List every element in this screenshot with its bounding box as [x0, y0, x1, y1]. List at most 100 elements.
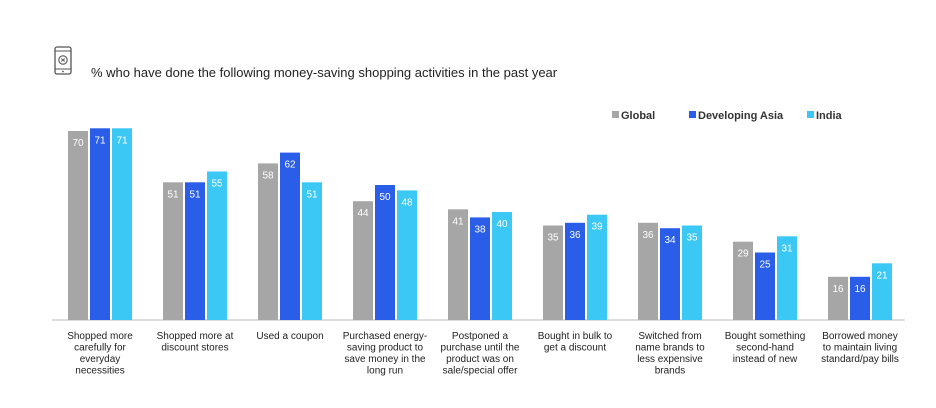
- bar-value-label: 58: [262, 170, 274, 181]
- category-label-line: Shopped more at: [157, 331, 234, 342]
- bar: [112, 128, 132, 320]
- category-label-line: product was on: [446, 354, 514, 365]
- bar: [353, 201, 373, 320]
- category-label: Shopped more carefully for everyday necessi…: [67, 331, 133, 377]
- category-label-line: purchase until the: [441, 343, 520, 354]
- chart-title: % who have done the following money-savi…: [91, 65, 558, 80]
- bar: [733, 241, 753, 320]
- bar: [872, 263, 892, 320]
- category-label-line: to maintain living: [823, 343, 897, 354]
- bar: [850, 276, 870, 320]
- category-label: Used a coupon: [256, 331, 323, 342]
- bar: [302, 182, 322, 320]
- category-label-line: get a discount: [544, 343, 606, 354]
- bar-value-label: 25: [759, 260, 771, 271]
- category-label-line: Purchased energy-: [343, 331, 428, 342]
- category-label-line: Postponed a: [452, 331, 509, 342]
- bar: [565, 222, 585, 320]
- bar: [587, 214, 607, 320]
- category-label-line: Borrowed money: [822, 331, 898, 342]
- category-label-line: long run: [367, 366, 403, 377]
- bar: [375, 185, 395, 320]
- bar: [448, 209, 468, 320]
- category-label-line: Bought something: [725, 331, 806, 342]
- category-label-line: Shopped more: [67, 331, 133, 342]
- category-label-line: second-hand: [736, 343, 794, 354]
- bar-value-label: 71: [94, 135, 106, 146]
- bar: [492, 212, 512, 320]
- bar: [68, 131, 88, 320]
- bar-value-label: 39: [591, 222, 603, 233]
- bar: [185, 182, 205, 320]
- bar-value-label: 36: [642, 230, 654, 241]
- bar: [207, 171, 227, 320]
- category-label-line: name brands to: [635, 343, 705, 354]
- bars: 70 71 71 51 51 55 58 62 51 44 50 48 41 38 40 35 36 39 36 34…: [68, 128, 892, 320]
- category-label-line: save money in the: [344, 354, 426, 365]
- legend-swatch: [689, 111, 696, 118]
- bar: [163, 182, 183, 320]
- category-label-line: brands: [655, 366, 686, 377]
- category-label-line: less expensive: [637, 354, 703, 365]
- bar: [660, 228, 680, 320]
- bar: [258, 163, 278, 320]
- bar: [777, 236, 797, 320]
- bar-value-label: 35: [686, 233, 698, 244]
- category-label-line: saving product to: [347, 343, 424, 354]
- category-label-line: standard/pay bills: [821, 354, 899, 365]
- bar-value-label: 44: [357, 208, 369, 219]
- bar: [280, 152, 300, 320]
- category-label-line: everyday: [80, 354, 121, 365]
- bar: [638, 222, 658, 320]
- category-label-line: necessities: [75, 366, 124, 377]
- bar-value-label: 51: [189, 189, 201, 200]
- bar: [543, 225, 563, 320]
- bar-value-label: 38: [474, 224, 486, 235]
- bar: [755, 252, 775, 320]
- bar-value-label: 51: [306, 189, 318, 200]
- category-label: Switched from name brands to less expensiv…: [635, 331, 705, 377]
- category-label-line: discount stores: [161, 343, 228, 354]
- category-labels: Shopped more carefully for everyday necessi…: [67, 331, 899, 377]
- bar: [470, 217, 490, 320]
- bar-value-label: 62: [284, 160, 296, 171]
- bar-value-label: 70: [72, 138, 84, 149]
- legend-swatch: [612, 111, 619, 118]
- bar-value-label: 21: [876, 270, 888, 281]
- legend-item: Developing Asia: [689, 110, 784, 122]
- bar-value-label: 50: [379, 192, 391, 203]
- legend: Global Developing Asia India: [612, 110, 843, 122]
- legend-item: Global: [612, 110, 655, 122]
- legend-swatch: [807, 111, 814, 118]
- category-label: Borrowed money to maintain living standard…: [821, 331, 899, 365]
- bar: [828, 276, 848, 320]
- legend-item: India: [807, 110, 843, 122]
- bar-value-label: 55: [211, 179, 223, 190]
- bar-value-label: 16: [854, 284, 866, 295]
- category-label: Shopped more at discount stores: [157, 331, 234, 354]
- bar: [90, 128, 110, 320]
- category-label: Postponed a purchase until the product was…: [441, 331, 520, 377]
- category-label-line: Used a coupon: [256, 331, 323, 342]
- legend-label: Developing Asia: [698, 110, 784, 122]
- category-label-line: carefully for: [74, 343, 126, 354]
- bar-value-label: 41: [452, 216, 464, 227]
- category-label-line: instead of new: [733, 354, 798, 365]
- legend-label: India: [816, 110, 843, 122]
- bar: [397, 190, 417, 320]
- mobile-phone-icon: [54, 46, 72, 75]
- category-label-line: Bought in bulk to: [538, 331, 613, 342]
- category-label: Bought something second-hand instead of ne…: [725, 331, 806, 365]
- bar-value-label: 40: [496, 219, 508, 230]
- category-label-line: Switched from: [638, 331, 701, 342]
- bar-value-label: 36: [569, 230, 581, 241]
- bar-value-label: 71: [116, 135, 128, 146]
- legend-label: Global: [621, 110, 655, 122]
- bar-value-label: 31: [781, 243, 793, 254]
- bar-value-label: 34: [664, 235, 676, 246]
- bar-value-label: 51: [167, 189, 179, 200]
- bar-value-label: 35: [547, 233, 559, 244]
- bar: [682, 225, 702, 320]
- category-label: Bought in bulk to get a discount: [538, 331, 613, 354]
